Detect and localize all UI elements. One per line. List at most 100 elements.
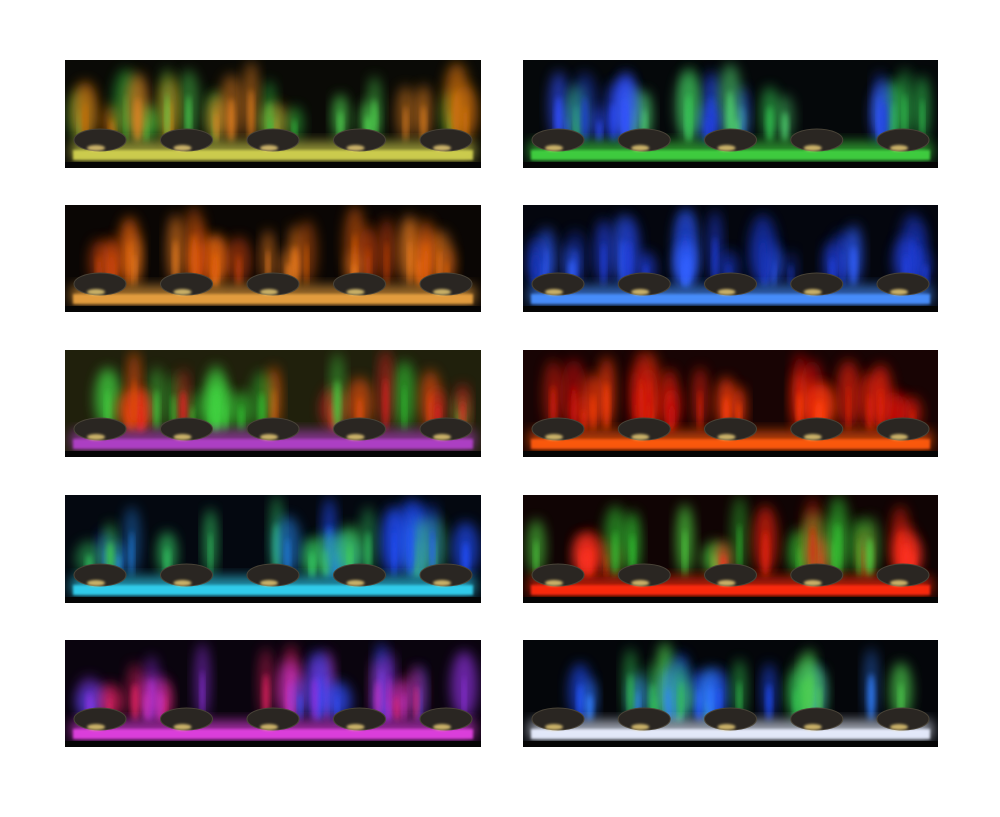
ember-bed [531, 585, 930, 595]
log-glow [803, 289, 822, 295]
log-glow [346, 580, 365, 586]
log-glow [631, 580, 650, 586]
log-glow [717, 289, 736, 295]
log-glow [346, 724, 365, 730]
log-glow [631, 289, 650, 295]
flame-core [766, 683, 772, 721]
log [876, 563, 930, 587]
flame-core [766, 106, 774, 142]
log-glow [433, 145, 451, 151]
log [73, 272, 127, 296]
ember-bed [73, 585, 473, 595]
log-glow [631, 434, 650, 440]
flame-core [305, 243, 309, 286]
log-glow [173, 289, 192, 295]
log [876, 707, 930, 731]
log-glow [173, 724, 192, 730]
log [73, 128, 127, 152]
panel-bottom-edge [65, 451, 481, 457]
flame-core [421, 105, 426, 142]
flame-core [583, 549, 590, 577]
log [790, 707, 844, 731]
log [333, 417, 386, 441]
fireplace-photo [65, 60, 481, 168]
log-glow [631, 145, 650, 151]
log [333, 707, 386, 731]
flame-core [878, 387, 883, 431]
log-glow [87, 145, 105, 151]
ember-bed [73, 439, 473, 449]
panel-bottom-edge [65, 741, 481, 747]
flame-core [534, 539, 539, 577]
log [531, 272, 585, 296]
flame-core [850, 246, 857, 286]
log [704, 272, 757, 296]
flame-core [835, 524, 841, 577]
log-glow [890, 434, 908, 440]
flame-core [582, 96, 588, 142]
log [419, 707, 473, 731]
flame-core [920, 99, 925, 142]
flame-core [248, 89, 254, 142]
log [617, 417, 671, 441]
flame-core [227, 98, 235, 142]
ember-bed [531, 439, 930, 449]
flame-core [132, 378, 136, 431]
flame-core [414, 685, 419, 722]
ember-bed [73, 294, 473, 304]
log-glow [346, 289, 365, 295]
flame-core [408, 526, 413, 577]
log-glow [545, 434, 563, 440]
log [73, 417, 127, 441]
log [531, 707, 585, 731]
log [790, 272, 844, 296]
log [419, 563, 473, 587]
log [419, 272, 473, 296]
log-glow [260, 434, 278, 440]
log [246, 417, 300, 441]
flame-core [665, 686, 673, 722]
log-glow [545, 289, 563, 295]
log [73, 563, 127, 587]
flame-core [132, 254, 137, 286]
log-glow [433, 434, 451, 440]
log-glow [803, 580, 822, 586]
flame-core [678, 682, 683, 721]
log [790, 417, 844, 441]
log-glow [890, 724, 908, 730]
panel-bottom-edge [65, 306, 481, 312]
log [160, 272, 213, 296]
log [617, 707, 671, 731]
flame-core [698, 389, 702, 431]
fireplace-photo [523, 350, 938, 457]
log-glow [433, 289, 451, 295]
log [246, 272, 300, 296]
flame-core [212, 253, 218, 286]
log [246, 128, 300, 152]
log-glow [890, 580, 908, 586]
log-glow [260, 145, 278, 151]
log [73, 707, 127, 731]
fireplace-photo [523, 205, 938, 312]
log [333, 563, 386, 587]
flame-core [408, 240, 412, 286]
flame-core [762, 530, 769, 577]
flame-core [383, 377, 389, 432]
flame-core [156, 691, 162, 721]
log [704, 707, 757, 731]
fireplace-photo [65, 205, 481, 312]
log-glow [87, 580, 105, 586]
log [876, 417, 930, 441]
panel-bottom-edge [523, 741, 938, 747]
log-glow [433, 580, 451, 586]
flame-core [208, 532, 212, 577]
log-glow [717, 580, 736, 586]
log [617, 563, 671, 587]
log-glow [631, 724, 650, 730]
log-glow [717, 145, 736, 151]
log-glow [260, 724, 278, 730]
log-glow [545, 580, 563, 586]
log [704, 563, 757, 587]
flame-core [298, 693, 302, 721]
